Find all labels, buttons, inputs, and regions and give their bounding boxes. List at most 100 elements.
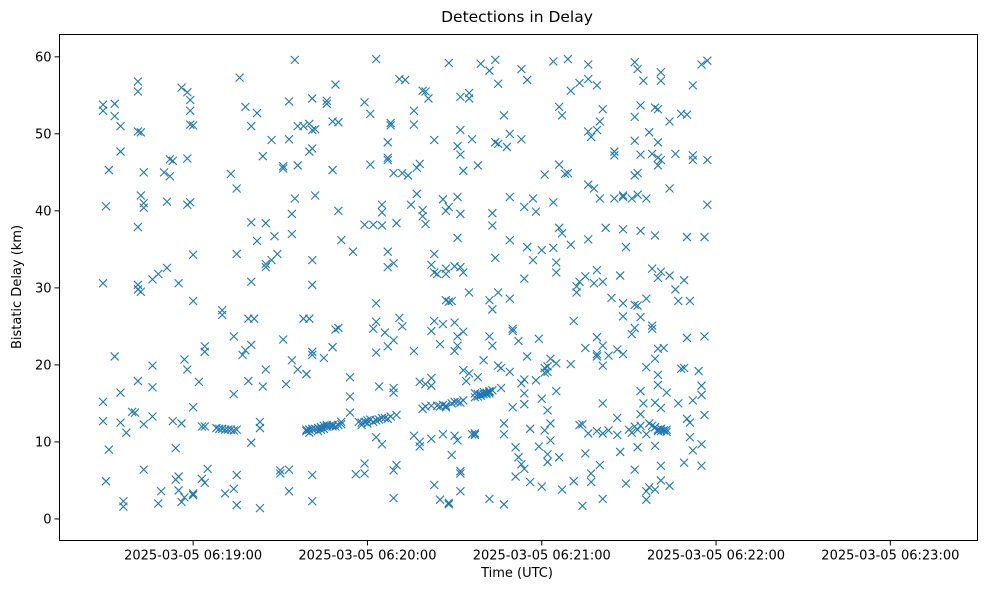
data-point-marker bbox=[333, 117, 343, 127]
data-point-marker bbox=[609, 147, 619, 156]
data-point-marker bbox=[653, 273, 663, 283]
data-point-marker bbox=[101, 201, 111, 211]
data-point-marker bbox=[380, 413, 390, 423]
data-point-marker bbox=[336, 417, 346, 427]
data-point-marker bbox=[232, 249, 242, 259]
data-point-marker bbox=[633, 168, 642, 178]
data-point-marker bbox=[412, 163, 422, 173]
data-point-marker bbox=[415, 377, 425, 387]
data-point-marker bbox=[575, 78, 584, 88]
data-point-marker bbox=[377, 208, 387, 217]
data-point-marker bbox=[656, 267, 666, 277]
data-point-marker bbox=[633, 301, 642, 310]
data-point-marker bbox=[188, 402, 198, 412]
data-point-marker bbox=[188, 120, 198, 130]
data-point-marker bbox=[307, 350, 317, 360]
data-point-marker bbox=[450, 346, 459, 356]
data-point-marker bbox=[641, 194, 651, 203]
data-point-marker bbox=[618, 298, 628, 308]
data-point-marker bbox=[537, 482, 547, 491]
data-point-marker bbox=[133, 127, 143, 136]
data-point-marker bbox=[464, 368, 474, 378]
data-point-marker bbox=[130, 408, 140, 418]
data-point-marker bbox=[101, 476, 111, 486]
y-tick-label: 0 bbox=[43, 512, 51, 527]
data-point-marker bbox=[493, 288, 503, 297]
data-point-marker bbox=[653, 380, 663, 390]
data-point-marker bbox=[389, 335, 398, 345]
data-point-marker bbox=[618, 192, 628, 202]
data-point-marker bbox=[641, 429, 651, 439]
data-point-marker bbox=[456, 262, 465, 272]
data-point-marker bbox=[551, 258, 561, 267]
data-point-marker bbox=[685, 418, 695, 428]
data-point-marker bbox=[563, 54, 573, 64]
data-point-marker bbox=[598, 494, 608, 504]
data-point-marker bbox=[566, 359, 576, 369]
data-point-marker bbox=[307, 280, 317, 290]
y-axis: 0 10 20 30 40 50 60 bbox=[35, 50, 60, 527]
data-point-marker bbox=[336, 235, 346, 245]
data-point-marker bbox=[429, 480, 439, 490]
data-point-marker bbox=[543, 367, 552, 377]
data-point-marker bbox=[487, 208, 497, 218]
data-point-marker bbox=[485, 387, 494, 397]
data-point-marker bbox=[598, 341, 608, 351]
data-point-marker bbox=[665, 117, 674, 126]
data-point-marker bbox=[229, 389, 239, 399]
data-point-marker bbox=[386, 412, 396, 421]
data-point-marker bbox=[586, 132, 596, 142]
data-point-marker bbox=[630, 57, 640, 67]
data-point-marker bbox=[395, 313, 404, 323]
data-point-marker bbox=[392, 410, 401, 420]
data-point-marker bbox=[243, 376, 253, 386]
data-point-marker bbox=[612, 413, 622, 423]
data-point-marker bbox=[418, 211, 428, 221]
data-point-marker bbox=[156, 486, 166, 496]
data-point-marker bbox=[185, 120, 195, 129]
data-point-marker bbox=[162, 197, 172, 207]
data-point-marker bbox=[110, 99, 120, 109]
data-point-marker bbox=[615, 447, 625, 457]
data-point-marker bbox=[633, 64, 642, 74]
data-point-marker bbox=[647, 321, 657, 331]
data-point-marker bbox=[200, 422, 210, 431]
data-point-marker bbox=[389, 388, 398, 398]
data-point-marker bbox=[644, 482, 654, 492]
data-point-marker bbox=[345, 372, 355, 382]
data-point-marker bbox=[482, 388, 491, 398]
data-point-marker bbox=[168, 416, 178, 426]
data-point-marker bbox=[505, 192, 515, 202]
data-point-marker bbox=[618, 311, 628, 321]
data-point-marker bbox=[679, 363, 689, 373]
data-point-marker bbox=[261, 262, 271, 272]
data-point-marker bbox=[290, 194, 300, 203]
data-point-marker bbox=[575, 420, 584, 430]
data-point-marker bbox=[232, 470, 242, 480]
data-point-marker bbox=[133, 87, 143, 96]
data-point-marker bbox=[592, 125, 602, 135]
data-point-marker bbox=[429, 316, 439, 326]
data-point-marker bbox=[441, 206, 451, 216]
data-point-marker bbox=[246, 277, 256, 287]
data-point-marker bbox=[697, 60, 706, 69]
data-point-marker bbox=[383, 137, 393, 147]
data-point-marker bbox=[229, 484, 239, 494]
data-point-marker bbox=[371, 432, 381, 442]
data-point-marker bbox=[630, 112, 640, 122]
data-point-marker bbox=[363, 419, 372, 428]
data-point-marker bbox=[505, 235, 515, 245]
data-point-marker bbox=[662, 425, 672, 434]
data-point-marker bbox=[386, 120, 396, 130]
data-point-marker bbox=[331, 422, 340, 431]
data-point-marker bbox=[650, 485, 660, 495]
data-point-marker bbox=[688, 446, 698, 455]
data-point-marker bbox=[116, 418, 125, 428]
data-point-marker bbox=[229, 332, 239, 341]
data-point-marker bbox=[438, 429, 448, 439]
data-point-marker bbox=[519, 202, 529, 212]
data-point-marker bbox=[307, 94, 317, 103]
data-point-marker bbox=[453, 141, 462, 151]
data-point-marker bbox=[517, 459, 526, 469]
